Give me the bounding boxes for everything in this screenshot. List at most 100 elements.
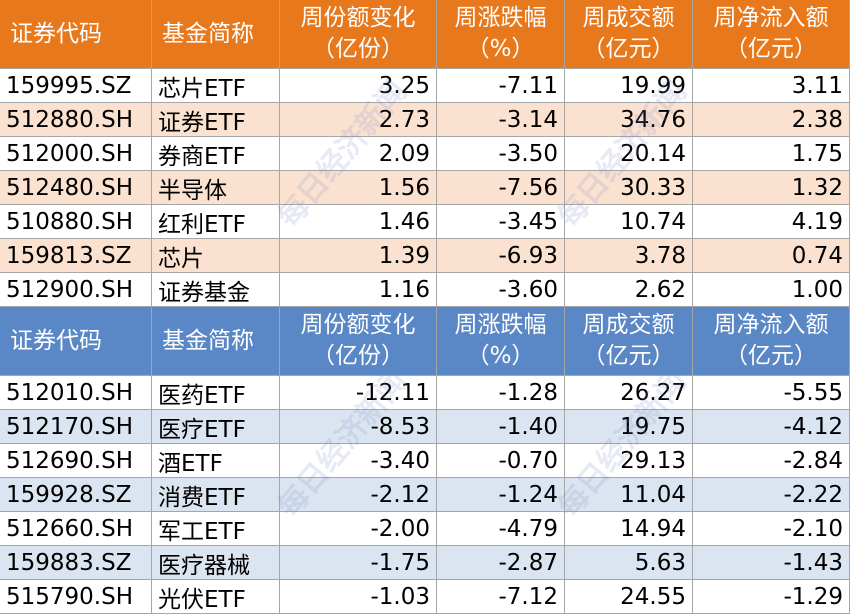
- header-text: （亿元）: [582, 343, 675, 369]
- table-cell: 512000.SH: [0, 137, 152, 171]
- table-cell: -8.53: [280, 410, 437, 444]
- table-cell: -5.55: [693, 376, 850, 410]
- table-cell: -1.43: [693, 546, 850, 580]
- table-cell: -1.29: [693, 580, 850, 614]
- table-cell: -2.10: [693, 512, 850, 546]
- table-cell: 24.55: [565, 580, 693, 614]
- table-cell: -3.45: [437, 205, 565, 239]
- table-cell: 26.27: [565, 376, 693, 410]
- table-cell: 14.94: [565, 512, 693, 546]
- table-cell: 1.56: [280, 171, 437, 205]
- table-cell: -2.22: [693, 478, 850, 512]
- header-text: 周涨跌幅: [454, 5, 547, 31]
- table-cell: 29.13: [565, 444, 693, 478]
- table-cell: -4.12: [693, 410, 850, 444]
- table-cell: 1.46: [280, 205, 437, 239]
- header-text: 周成交额: [582, 312, 675, 338]
- table-cell: 军工ETF: [152, 512, 280, 546]
- table-cell: 159995.SZ: [0, 69, 152, 103]
- table-cell: -3.40: [280, 444, 437, 478]
- table-cell: -0.70: [437, 444, 565, 478]
- table-cell: -3.14: [437, 103, 565, 137]
- table-cell: 3.25: [280, 69, 437, 103]
- header-cell: 周净流入额 （亿元）: [693, 0, 850, 69]
- header-text: 证券代码: [10, 20, 102, 47]
- header-text: （亿元）: [725, 36, 817, 62]
- table-cell: 医药ETF: [152, 376, 280, 410]
- header-cell: 周净流入额 （亿元）: [693, 307, 850, 376]
- table-cell: 19.99: [565, 69, 693, 103]
- header-text: （%）: [466, 343, 535, 369]
- header-cell: 周涨跌幅 （%）: [437, 307, 565, 376]
- table-cell: 512690.SH: [0, 444, 152, 478]
- table-cell: 159928.SZ: [0, 478, 152, 512]
- table-cell: 证券ETF: [152, 103, 280, 137]
- table-cell: 1.39: [280, 239, 437, 273]
- header-cell: 周成交额 （亿元）: [565, 0, 693, 69]
- table-cell: 512880.SH: [0, 103, 152, 137]
- table-cell: -7.12: [437, 580, 565, 614]
- table-cell: -7.11: [437, 69, 565, 103]
- table-cell: 512900.SH: [0, 273, 152, 307]
- table-cell: -2.00: [280, 512, 437, 546]
- table-cell: 34.76: [565, 103, 693, 137]
- table-cell: 芯片ETF: [152, 69, 280, 103]
- table-cell: -2.84: [693, 444, 850, 478]
- header-text: 周成交额: [582, 5, 675, 31]
- table-cell: -1.03: [280, 580, 437, 614]
- table-cell: 3.78: [565, 239, 693, 273]
- header-cell: 基金简称: [152, 0, 280, 69]
- header-text: 证券代码: [10, 327, 102, 354]
- table-cell: 2.38: [693, 103, 850, 137]
- table-cell: 19.75: [565, 410, 693, 444]
- table-cell: 1.00: [693, 273, 850, 307]
- table-cell: 5.63: [565, 546, 693, 580]
- table-cell: 4.19: [693, 205, 850, 239]
- header-cell: 周份额变化 （亿份）: [280, 0, 437, 69]
- table-cell: 消费ETF: [152, 478, 280, 512]
- header-text: 周涨跌幅: [454, 312, 547, 338]
- table-cell: 芯片: [152, 239, 280, 273]
- header-cell: 证券代码: [0, 0, 152, 69]
- table-cell: -2.12: [280, 478, 437, 512]
- table-cell: 11.04: [565, 478, 693, 512]
- table-cell: 1.16: [280, 273, 437, 307]
- table-cell: 1.32: [693, 171, 850, 205]
- table-cell: 2.09: [280, 137, 437, 171]
- table-cell: 510880.SH: [0, 205, 152, 239]
- table-cell: 红利ETF: [152, 205, 280, 239]
- table-cell: -12.11: [280, 376, 437, 410]
- table-cell: 3.11: [693, 69, 850, 103]
- table-cell: -1.24: [437, 478, 565, 512]
- table-cell: -1.28: [437, 376, 565, 410]
- header-cell: 证券代码: [0, 307, 152, 376]
- table-cell: 半导体: [152, 171, 280, 205]
- header-text: 基金简称: [162, 327, 254, 354]
- table-cell: 2.73: [280, 103, 437, 137]
- header-text: 周份额变化: [300, 5, 416, 31]
- header-cell: 周成交额 （亿元）: [565, 307, 693, 376]
- header-text: （亿份）: [312, 36, 404, 62]
- header-cell: 周份额变化 （亿份）: [280, 307, 437, 376]
- table-cell: -3.50: [437, 137, 565, 171]
- table-cell: 10.74: [565, 205, 693, 239]
- table-cell: 光伏ETF: [152, 580, 280, 614]
- header-text: （亿元）: [582, 36, 675, 62]
- header-text: （亿元）: [725, 343, 817, 369]
- header-cell: 周涨跌幅 （%）: [437, 0, 565, 69]
- table-cell: -1.75: [280, 546, 437, 580]
- table-cell: -7.56: [437, 171, 565, 205]
- table-cell: 512660.SH: [0, 512, 152, 546]
- table-cell: -1.40: [437, 410, 565, 444]
- table-cell: 159883.SZ: [0, 546, 152, 580]
- table-cell: 512010.SH: [0, 376, 152, 410]
- table-cell: -4.79: [437, 512, 565, 546]
- table-cell: 医疗ETF: [152, 410, 280, 444]
- table-cell: 512480.SH: [0, 171, 152, 205]
- header-text: （亿份）: [312, 343, 404, 369]
- header-text: 周净流入额: [713, 312, 829, 338]
- header-text: （%）: [466, 36, 535, 62]
- header-text: 周净流入额: [713, 5, 829, 31]
- table-cell: 证券基金: [152, 273, 280, 307]
